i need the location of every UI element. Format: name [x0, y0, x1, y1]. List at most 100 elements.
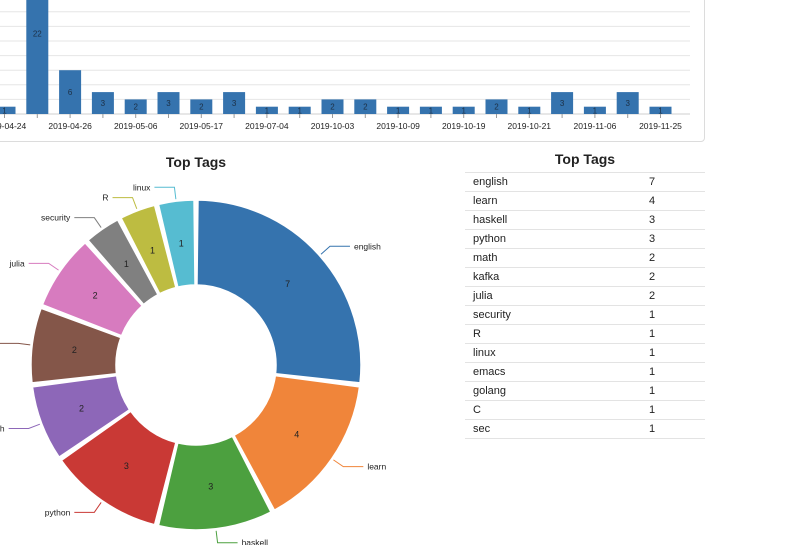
bar — [616, 92, 639, 114]
table-row: linux 1 — [465, 343, 705, 363]
tag-name: security — [465, 305, 649, 325]
bar-value-label: 1 — [2, 106, 7, 115]
bar-value-label: 1 — [396, 106, 401, 115]
slice-value-label: 2 — [93, 290, 98, 300]
tag-name: golang — [465, 381, 649, 401]
slice-label: learn — [367, 462, 386, 472]
bar-chart: 12263232311221112131312019-04-242019-04-… — [0, 0, 690, 131]
bar-value-label: 1 — [297, 106, 302, 115]
leader-line — [74, 502, 102, 513]
bar-value-label: 2 — [199, 103, 204, 112]
x-tick-label: 2019-05-17 — [180, 121, 224, 131]
tag-count: 1 — [649, 381, 705, 401]
slice-label: security — [41, 213, 71, 223]
bar-value-label: 3 — [101, 99, 106, 108]
x-tick-label: 2019-10-09 — [376, 121, 420, 131]
bar-value-label: 3 — [166, 99, 171, 108]
tag-table: english 7 learn 4 haskell 3 python 3 math 2 kafka 2… — [465, 172, 705, 439]
bar-chart-panel — [0, 0, 705, 142]
donut-title: Top Tags — [166, 154, 226, 170]
bar — [124, 99, 147, 114]
tag-count: 4 — [649, 191, 705, 211]
x-tick-label: 2019-07-04 — [245, 121, 289, 131]
tag-name: julia — [465, 286, 649, 306]
tag-name: math — [465, 248, 649, 268]
slice-value-label: 1 — [179, 238, 184, 248]
bar-value-label: 1 — [429, 106, 434, 115]
bar — [387, 106, 410, 114]
tag-name: R — [465, 324, 649, 344]
slice-value-label: 2 — [79, 403, 84, 413]
bar — [255, 106, 278, 114]
bar — [190, 99, 213, 114]
bar-value-label: 2 — [133, 103, 138, 112]
table-title: Top Tags — [554, 151, 616, 167]
tag-count: 1 — [649, 419, 705, 439]
table-row: learn 4 — [465, 191, 705, 211]
bar-value-label: 22 — [33, 30, 42, 39]
tag-name: kafka — [465, 267, 649, 287]
bar — [354, 99, 377, 114]
tag-count: 1 — [649, 305, 705, 325]
slice-label: julia — [9, 258, 25, 268]
tag-name: english — [465, 172, 649, 192]
x-tick-label: 2019-11-25 — [639, 121, 682, 131]
table-row: english 7 — [465, 172, 705, 192]
bar-value-label: 3 — [560, 99, 565, 108]
bar-value-label: 2 — [494, 103, 499, 112]
slice-label: math — [0, 423, 5, 433]
table-row: golang 1 — [465, 381, 705, 401]
bar-value-label: 1 — [265, 106, 270, 115]
slice-value-label: 2 — [72, 345, 77, 355]
donut-slice-R — [120, 204, 177, 295]
donut-slice-security — [87, 219, 159, 306]
donut-slice-python — [60, 410, 177, 526]
leader-line — [320, 245, 350, 255]
leader-line — [8, 423, 41, 429]
leader-line — [0, 342, 31, 346]
tag-name: python — [465, 229, 649, 249]
slice-value-label: 4 — [294, 430, 299, 440]
slice-value-label: 1 — [150, 245, 155, 255]
donut-slice-haskell — [157, 435, 272, 531]
tag-name: haskell — [465, 210, 649, 230]
bar — [26, 0, 49, 115]
bar — [0, 106, 16, 114]
leader-line — [333, 459, 364, 468]
x-tick-label: 2019-10-19 — [442, 121, 486, 131]
table-row: security 1 — [465, 305, 705, 325]
bar — [288, 106, 311, 114]
tag-count: 1 — [649, 400, 705, 420]
donut-slice-math — [31, 374, 131, 458]
bar — [157, 92, 180, 114]
leader-line — [215, 530, 238, 544]
bar — [321, 99, 344, 114]
bar-value-label: 6 — [68, 88, 73, 97]
bar — [419, 106, 442, 114]
tag-count: 1 — [649, 362, 705, 382]
slice-value-label: 1 — [124, 259, 129, 269]
x-tick-label: 2019-04-24 — [0, 121, 27, 131]
donut-slice-learn — [233, 374, 361, 511]
leader-line — [154, 186, 177, 200]
bar-value-label: 3 — [625, 99, 630, 108]
bar-value-label: 1 — [658, 106, 663, 115]
table-row: math 2 — [465, 248, 705, 268]
bar-value-label: 1 — [527, 106, 532, 115]
tag-name: emacs — [465, 362, 649, 382]
bar-value-label: 2 — [363, 103, 368, 112]
table-row: kafka 2 — [465, 267, 705, 287]
slice-label: R — [102, 193, 108, 203]
bar — [485, 99, 508, 114]
slice-value-label: 3 — [208, 482, 213, 492]
table-row: sec 1 — [465, 419, 705, 439]
tag-count: 1 — [649, 343, 705, 363]
slice-value-label: 7 — [285, 279, 290, 289]
leader-line — [112, 197, 138, 210]
tag-count: 7 — [649, 172, 705, 192]
slice-label: linux — [133, 182, 151, 192]
tag-count: 2 — [649, 267, 705, 287]
tag-count: 3 — [649, 210, 705, 230]
